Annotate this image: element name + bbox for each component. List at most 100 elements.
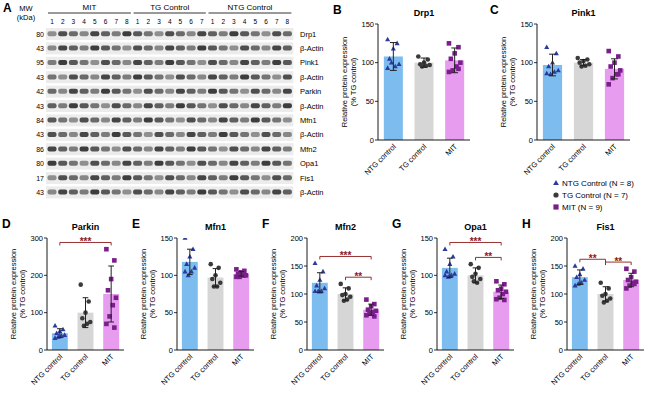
mw-label: (kDa) — [17, 13, 36, 22]
blot-band — [58, 161, 67, 166]
blot-band — [80, 146, 89, 151]
y-axis-label: (% TG control) — [278, 269, 287, 318]
mw-value: 43 — [36, 74, 44, 81]
bar — [493, 292, 509, 350]
data-point — [632, 282, 637, 287]
group-label: TG Control — [150, 3, 189, 12]
blot-band — [90, 132, 99, 137]
blot-band — [101, 46, 110, 51]
group-underline — [134, 13, 206, 14]
category-label: TG control — [579, 352, 610, 383]
significance-label: *** — [470, 236, 482, 247]
blot-band — [187, 46, 196, 51]
data-point — [624, 286, 629, 291]
blot-band — [272, 175, 281, 180]
data-point — [104, 247, 109, 252]
bar — [414, 63, 433, 140]
blot-band — [251, 146, 260, 151]
blot-band — [155, 89, 164, 94]
category-label: MIT — [360, 352, 376, 368]
lane-number: 8 — [125, 18, 129, 25]
blot-band — [176, 161, 185, 166]
blot-band — [262, 190, 271, 195]
blot-band — [197, 89, 206, 94]
protein-label: Mfn1 — [300, 116, 317, 125]
data-point — [456, 67, 461, 72]
lane-number: 6 — [189, 18, 193, 25]
protein-label: β-Actin — [300, 130, 324, 139]
blot-band — [187, 146, 196, 151]
blot-band — [229, 161, 238, 166]
blot-band — [155, 161, 164, 166]
category-label: TG control — [319, 352, 350, 383]
blot-band — [112, 190, 121, 195]
blot-band — [283, 60, 292, 65]
blot-band — [69, 60, 78, 65]
y-tick-label: 200 — [30, 271, 43, 280]
significance-label: ** — [484, 251, 492, 262]
blot-strip — [46, 86, 293, 98]
lane-number: 2 — [61, 18, 65, 25]
category-label: TG control — [59, 352, 90, 383]
blot-band — [101, 60, 110, 65]
blot-band — [229, 31, 238, 36]
blot-band — [144, 118, 153, 123]
blot-band — [101, 118, 110, 123]
blot-band — [219, 74, 228, 79]
data-point — [216, 266, 221, 271]
blot-band — [48, 118, 57, 123]
blot-band — [229, 74, 238, 79]
error-bar — [390, 43, 397, 71]
blot-band — [69, 132, 78, 137]
error-bar — [343, 288, 349, 300]
y-axis-label: (% TG control) — [538, 269, 547, 318]
data-point — [608, 64, 613, 69]
blot-band — [48, 103, 57, 108]
mw-value: 84 — [36, 117, 44, 124]
plot-marks — [543, 44, 624, 140]
panel-letter: F — [262, 217, 269, 231]
data-point — [494, 279, 499, 284]
protein-label: Mfn2 — [300, 145, 317, 154]
data-point — [78, 282, 83, 287]
data-point — [616, 72, 621, 77]
blot-band — [165, 74, 174, 79]
data-point — [502, 282, 507, 287]
blot-band — [144, 132, 153, 137]
blot-strip — [46, 172, 293, 184]
significance-label: ** — [589, 253, 597, 264]
protein-label: Opa1 — [300, 159, 318, 168]
blot-band — [48, 60, 57, 65]
category-label: NTG control — [549, 352, 584, 387]
blot-band — [144, 31, 153, 36]
blot-band — [144, 89, 153, 94]
blot-band — [58, 103, 67, 108]
blot-band — [208, 89, 217, 94]
y-tick-label: 0 — [169, 346, 173, 355]
blot-band — [283, 103, 292, 108]
blot-band — [251, 132, 260, 137]
blot-band — [101, 74, 110, 79]
mw-label: MW — [19, 4, 33, 13]
blot-band — [187, 175, 196, 180]
data-point — [443, 273, 448, 278]
blot-band — [197, 74, 206, 79]
y-tick-label: 50 — [366, 97, 374, 106]
data-point — [444, 269, 449, 274]
blot-band — [48, 161, 57, 166]
data-point — [364, 313, 369, 318]
y-axis-label: (% TG control) — [349, 57, 358, 106]
lane-number: 2 — [146, 18, 150, 25]
blot-band — [155, 132, 164, 137]
data-point — [106, 288, 111, 293]
blot-band — [262, 89, 271, 94]
lane-number: 1 — [211, 18, 215, 25]
data-point — [114, 295, 119, 300]
x-axis — [567, 350, 644, 351]
chart-panel: DParkinRelative protein expression(% TG … — [2, 217, 124, 387]
data-point — [468, 262, 473, 267]
blot-band — [112, 103, 121, 108]
blot-band — [144, 74, 153, 79]
y-axis-label: (% TG control) — [148, 269, 157, 318]
data-point — [447, 41, 452, 46]
